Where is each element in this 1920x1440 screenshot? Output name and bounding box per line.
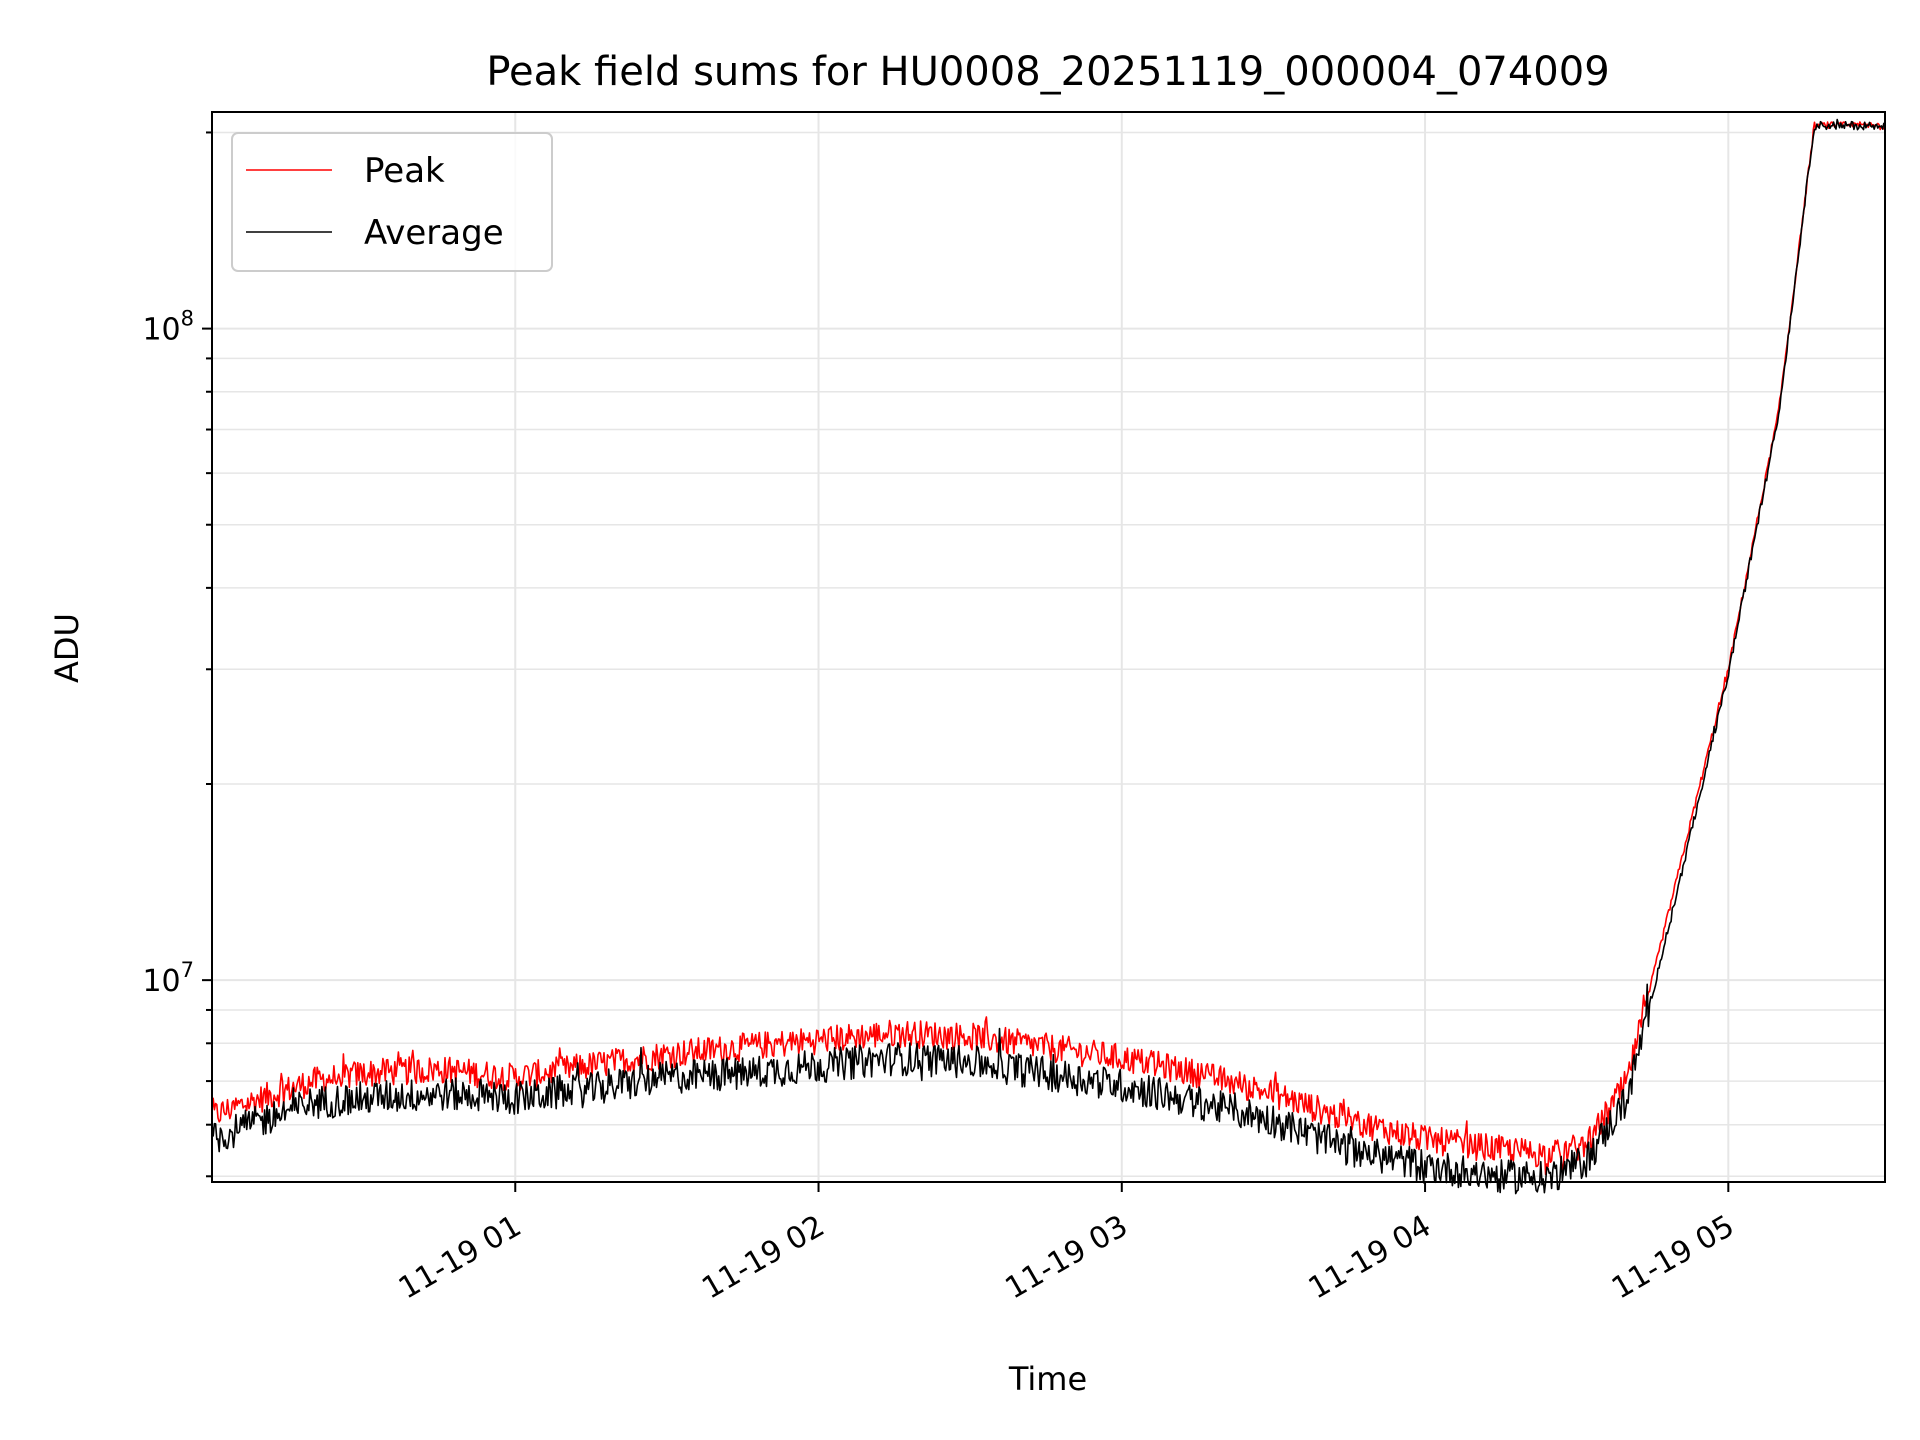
series-line-peak <box>211 121 1886 1176</box>
series-layer <box>211 118 1886 1195</box>
y-tick-label-1: 108 <box>142 307 194 348</box>
y-axis-label: ADU <box>48 613 86 683</box>
chart-title: Peak field sums for HU0008_20251119_0000… <box>486 49 1609 95</box>
legend-label-average: Average <box>364 213 504 253</box>
legend: Peak Average <box>231 132 553 272</box>
series-line-average <box>211 118 1886 1195</box>
plot-frame <box>211 111 1886 1183</box>
y-tick-label-0: 107 <box>142 958 194 999</box>
legend-box <box>231 132 553 272</box>
legend-label-peak: Peak <box>364 151 445 191</box>
x-axis-label: Time <box>1008 1360 1087 1398</box>
